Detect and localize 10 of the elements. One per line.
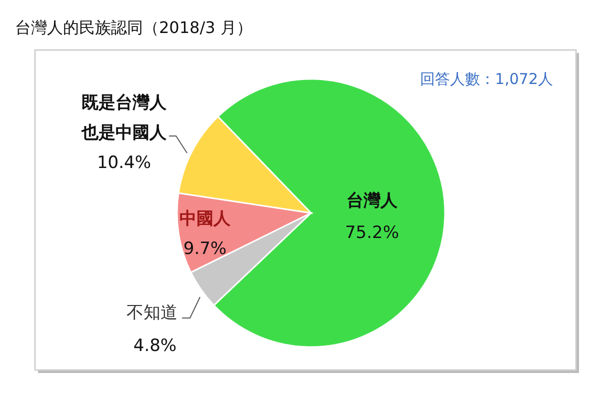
data-label: 4.8%	[133, 336, 177, 356]
data-label: 10.4%	[96, 153, 152, 173]
data-label: 75.2%	[344, 223, 400, 243]
slice-label: 不知道	[126, 303, 178, 323]
chart-title: 台灣人的民族認同（2018/3 月）	[15, 18, 252, 37]
data-label: 9.7%	[183, 239, 227, 259]
text: 回答人數：1,072人	[420, 70, 553, 88]
slice-label: 台灣人	[346, 191, 398, 211]
slice-label: 既是台灣人也是中國人	[80, 93, 168, 143]
slice-label: 中國人	[180, 209, 232, 229]
